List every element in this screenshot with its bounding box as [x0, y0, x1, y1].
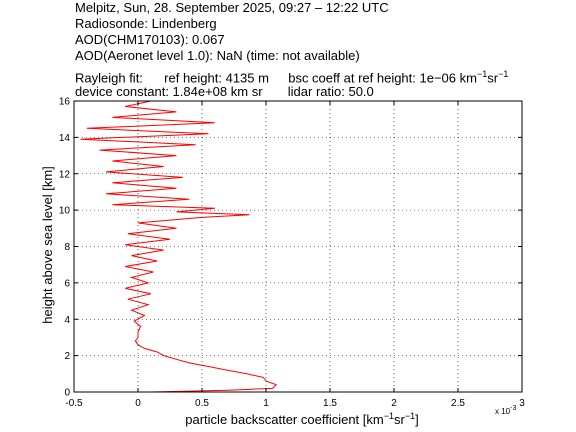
x-tick-label: 2	[391, 398, 397, 409]
x-tick-label: 2.5	[451, 398, 465, 409]
ref-height: ref height: 4135 m	[164, 70, 269, 86]
x-axis-ticks: -0.5 0 0.5 1 1.5 2 2.5 3	[65, 101, 525, 409]
x-axis-scale-factor: x 10-3	[495, 405, 516, 416]
header-location-time: Melpitz, Sun, 28. September 2025, 09:27 …	[75, 0, 389, 15]
y-tick-label: 0	[64, 388, 70, 399]
y-axis-label: height above sea level [km]	[40, 166, 55, 324]
y-tick-label: 4	[64, 315, 70, 326]
rayleigh-fit-label: Rayleigh fit:	[75, 70, 143, 86]
y-tick-label: 12	[59, 169, 71, 180]
x-axis-label-sup1: −1	[384, 411, 394, 421]
x-tick-label: 1	[263, 398, 269, 409]
x-axis-label: particle backscatter coefficient [km−1sr…	[185, 411, 418, 427]
y-tick-label: 16	[59, 97, 71, 108]
y-tick-label: 2	[64, 351, 70, 362]
x-axis-scale-base: x 10	[495, 407, 511, 416]
y-tick-label: 8	[64, 242, 70, 253]
x-tick-label: 0.5	[195, 398, 209, 409]
x-tick-label: 1.5	[323, 398, 337, 409]
header-rayleigh-fit: Rayleigh fit: ref height: 4135 m bsc coe…	[75, 67, 508, 85]
grid	[74, 101, 522, 392]
x-tick-label: 0	[135, 398, 141, 409]
lidar-ratio: lidar ratio: 50.0	[287, 84, 374, 99]
x-tick-label: 3	[519, 398, 525, 409]
header-device-constant: device constant: 1.84e+08 km sr lidar ra…	[75, 84, 374, 99]
y-tick-label: 14	[59, 133, 71, 144]
bsc-unit-sup1: −1	[476, 69, 488, 79]
header-radiosonde: Radiosonde: Lindenberg	[75, 16, 217, 31]
y-axis-ticks: 0 2 4 6 8 10 12 14 16	[59, 97, 522, 399]
x-axis-label-sr: sr	[394, 412, 406, 427]
header-aod-aeronet: AOD(Aeronet level 1.0): NaN (time: not a…	[75, 48, 360, 63]
x-axis-scale-exp: -3	[510, 405, 516, 412]
x-axis-label-sup2: −1	[405, 411, 415, 421]
bsc-coeff-ref: bsc coeff at ref height: 1e−06 km	[288, 70, 477, 86]
header-aod-chm: AOD(CHM170103): 0.067	[75, 32, 225, 47]
backscatter-profile-line	[80, 100, 278, 393]
bsc-unit-sup2: −1	[498, 69, 509, 79]
device-constant: device constant: 1.84e+08 km sr	[75, 84, 263, 99]
x-tick-label: -0.5	[65, 398, 83, 409]
y-tick-label: 10	[59, 206, 71, 217]
x-axis-label-main: particle backscatter coefficient [km	[185, 412, 383, 427]
bsc-unit-sr: sr	[487, 70, 499, 86]
x-axis-label-end: ]	[415, 412, 419, 427]
y-tick-label: 6	[64, 278, 70, 289]
